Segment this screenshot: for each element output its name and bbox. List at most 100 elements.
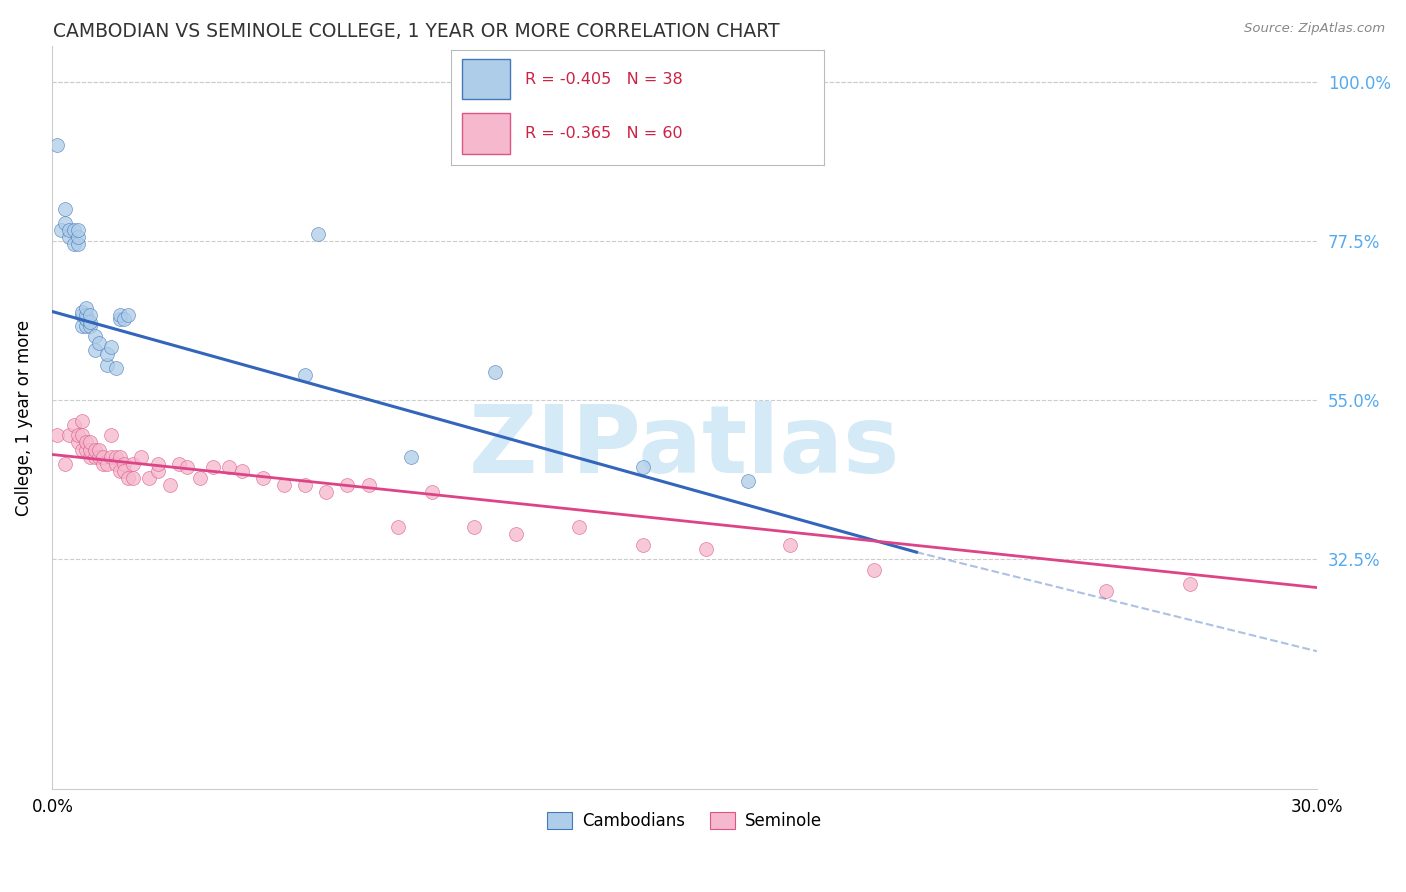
Point [62,223,84,237]
Point [100,428,122,442]
Point [75,435,97,450]
Point [62,417,84,432]
Point [75,301,97,315]
Point [176,460,198,475]
Point [70,308,93,322]
Point [695,541,717,556]
Point [79,435,101,450]
Point [129,450,152,464]
Point [104,450,127,464]
Point [252,471,274,485]
Point [117,308,139,322]
Point [484,365,506,379]
Point [79,308,101,322]
Point [96,457,118,471]
Point [121,457,143,471]
Point [66,223,89,237]
Point [336,478,359,492]
Point [100,450,122,464]
Text: ZIPatlas: ZIPatlas [470,401,900,493]
Point [1095,584,1118,599]
Point [357,478,380,492]
Point [87,336,110,351]
Point [104,361,127,376]
Point [87,442,110,457]
Point [159,478,181,492]
Legend: Cambodians, Seminole: Cambodians, Seminole [540,805,830,837]
Point [108,450,131,464]
Point [188,471,211,485]
Point [1180,577,1202,591]
Point [737,475,759,489]
Point [294,478,316,492]
Point [631,538,654,552]
Point [112,311,135,326]
Point [75,442,97,457]
Point [91,457,114,471]
Point [112,464,135,478]
Point [505,527,527,541]
Point [121,471,143,485]
Point [58,428,80,442]
Point [307,227,329,241]
Point [83,343,105,358]
Point [70,428,93,442]
Point [117,471,139,485]
Text: Source: ZipAtlas.com: Source: ZipAtlas.com [1244,22,1385,36]
Point [58,230,80,244]
Point [70,414,93,428]
Point [62,237,84,252]
Point [79,442,101,457]
Point [53,216,76,230]
Point [201,460,224,475]
Point [45,428,67,442]
Point [399,450,422,464]
Point [138,471,160,485]
Point [87,450,110,464]
Point [83,442,105,457]
Y-axis label: College, 1 year or more: College, 1 year or more [15,319,32,516]
Point [146,464,169,478]
Point [79,318,101,333]
Point [49,223,72,237]
Point [108,311,131,326]
Point [70,304,93,318]
Point [53,202,76,216]
Point [66,230,89,244]
Point [91,450,114,464]
Point [83,329,105,343]
Point [420,485,443,500]
Point [75,318,97,333]
Point [45,138,67,153]
Point [108,308,131,322]
Point [58,223,80,237]
Point [100,340,122,354]
Point [70,318,93,333]
Point [146,457,169,471]
Point [96,358,118,372]
Point [218,460,240,475]
Point [70,442,93,457]
Point [75,308,97,322]
Point [53,457,76,471]
Point [315,485,337,500]
Text: CAMBODIAN VS SEMINOLE COLLEGE, 1 YEAR OR MORE CORRELATION CHART: CAMBODIAN VS SEMINOLE COLLEGE, 1 YEAR OR… [53,22,780,41]
Point [779,538,801,552]
Point [108,464,131,478]
Point [66,428,89,442]
Point [66,435,89,450]
Point [231,464,253,478]
Point [631,460,654,475]
Point [568,520,591,534]
Point [79,315,101,329]
Point [96,347,118,361]
Point [387,520,409,534]
Point [463,520,485,534]
Point [66,237,89,252]
Point [167,457,190,471]
Point [273,478,295,492]
Point [863,563,886,577]
Point [79,450,101,464]
Point [112,457,135,471]
Point [294,368,316,383]
